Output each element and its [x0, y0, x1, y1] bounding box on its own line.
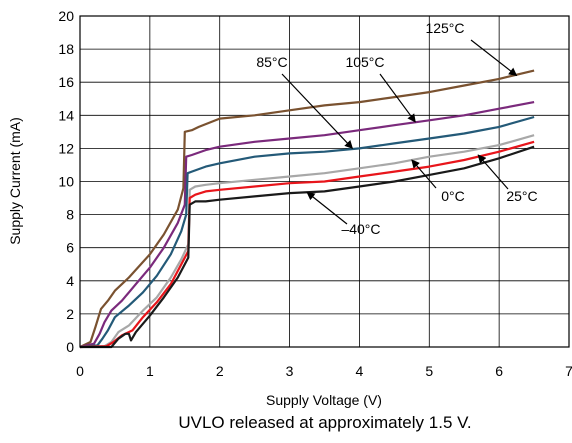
annotation-arrow: [306, 191, 348, 225]
x-tick-label: 7: [565, 363, 572, 379]
annotation-label: 85°C: [256, 54, 287, 70]
x-tick-label: 4: [356, 363, 364, 379]
y-tick-label: 14: [58, 107, 74, 123]
annotation-label: –40°C: [341, 221, 380, 237]
y-tick-label: 12: [58, 140, 74, 156]
x-tick-label: 6: [495, 363, 503, 379]
x-tick-label: 0: [76, 363, 84, 379]
annotation-arrow: [379, 73, 416, 123]
annotation-arrow: [477, 154, 509, 190]
annotation-arrow: [470, 39, 518, 77]
series-line: [80, 145, 535, 349]
y-tick-label: 6: [66, 240, 74, 256]
chart-caption: UVLO released at approximately 1.5 V.: [178, 413, 472, 432]
series-line: [79, 140, 535, 349]
y-tick-label: 20: [58, 8, 74, 24]
annotations: 125°C 105°C 85°C 0°C 25°C –40°C: [256, 20, 537, 237]
series-line: [79, 69, 535, 348]
x-tick-label: 1: [146, 363, 154, 379]
y-tick-label: 8: [66, 207, 74, 223]
series-group: [79, 69, 535, 349]
plot-frame: [79, 15, 570, 348]
annotation-label: 0°C: [441, 188, 465, 204]
x-tick-label: 3: [286, 363, 294, 379]
y-tick-label: 18: [58, 41, 74, 57]
series-line: [79, 134, 535, 349]
annotation-arrow: [281, 73, 354, 150]
y-tick-label: 4: [66, 273, 74, 289]
series-line: [79, 101, 535, 349]
annotation-arrow: [411, 159, 437, 189]
y-axis-label: Supply Current (mA): [7, 117, 23, 245]
series-line: [79, 115, 535, 349]
y-tick-label: 2: [66, 306, 74, 322]
x-tick-label: 5: [425, 363, 433, 379]
x-axis-label: Supply Voltage (V): [266, 392, 382, 408]
x-tick-label: 2: [216, 363, 224, 379]
annotation-label: 25°C: [506, 188, 537, 204]
y-tick-label: 16: [58, 74, 74, 90]
annotation-label: 125°C: [425, 20, 464, 36]
annotation-label: 105°C: [345, 54, 384, 70]
y-tick-label: 10: [58, 174, 74, 190]
y-tick-label: 0: [66, 339, 74, 355]
